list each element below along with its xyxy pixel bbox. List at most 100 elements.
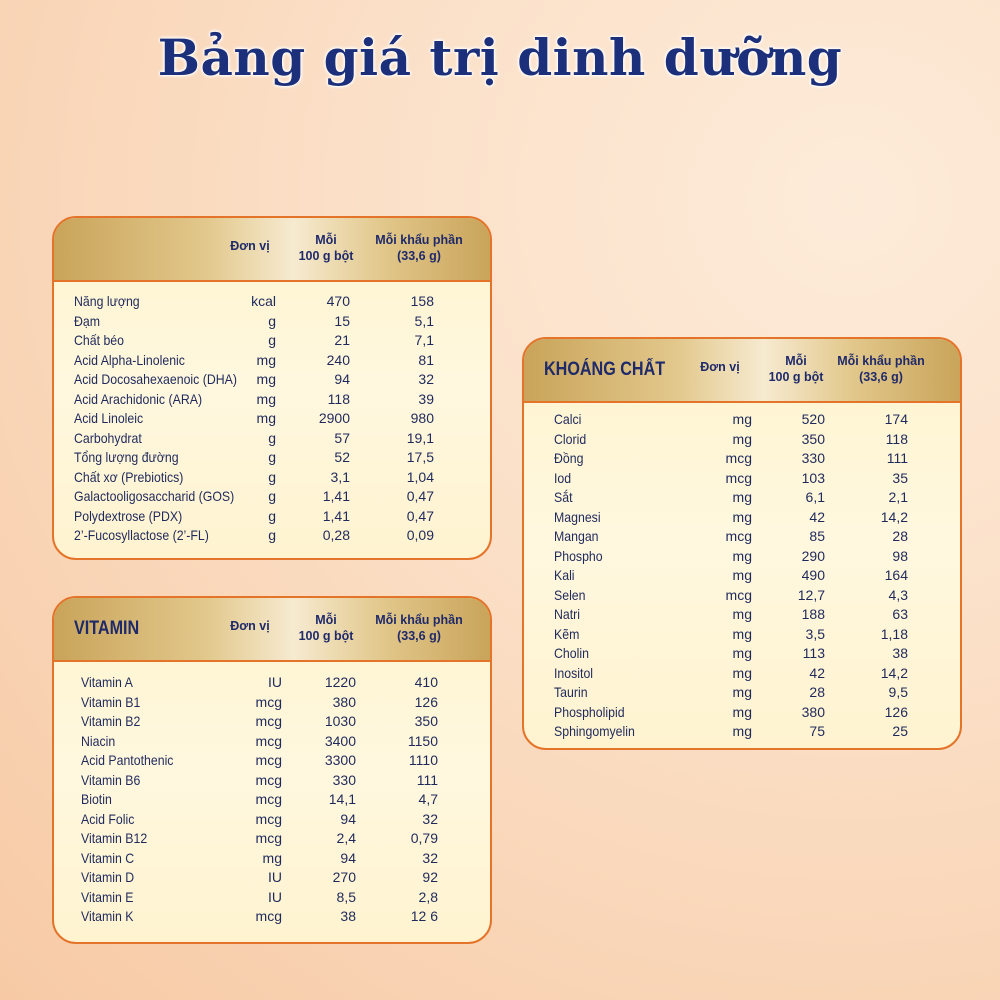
table-row: Inositol mg 42 14,2 (524, 664, 960, 684)
table-row: Acid Docosahexaenoic (DHA) mg 94 32 (54, 370, 490, 390)
nutrient-unit: mg (732, 430, 752, 447)
table-row: Chất béo g 21 7,1 (54, 331, 490, 351)
nutrient-name: Vitamin D (81, 869, 135, 885)
value-per-serving: 350 (414, 713, 438, 729)
nutrient-name: Acid Folic (81, 810, 135, 827)
value-per-serving: 174 (884, 411, 908, 427)
value-per-100g: 290 (801, 547, 825, 564)
value-per-100g: 0,28 (322, 527, 350, 543)
table-row: Natri mg 188 63 (524, 605, 960, 625)
value-per-100g: 1030 (324, 713, 356, 729)
table-row: Acid Pantothenic mcg 3300 1110 (54, 751, 490, 771)
value-per-100g: 380 (332, 693, 356, 710)
header-per-100g: Mỗi 100 g bột (286, 612, 366, 644)
value-per-100g: 94 (334, 371, 350, 387)
table-header: Đơn vị Mỗi 100 g bột Mỗi khẩu phần (33,6 g) (54, 218, 490, 282)
value-per-serving: 0,09 (406, 527, 434, 543)
nutrient-name: Iod (554, 469, 572, 486)
value-per-100g: 28 (809, 684, 825, 700)
table-row: Carbohydrat g 57 19,1 (54, 429, 490, 449)
value-per-serving: 410 (414, 674, 438, 690)
value-per-serving: 4,3 (888, 586, 908, 603)
header-per-100g-line1: Mỗi (315, 613, 337, 627)
nutrient-name: Sắt (554, 489, 573, 505)
table-row: Đạm g 15 5,1 (54, 312, 490, 332)
value-per-serving: 1,18 (880, 625, 908, 642)
table-row: Vitamin B1 mcg 380 126 (54, 693, 490, 713)
nutrient-unit: mg (732, 508, 752, 525)
value-per-100g: 240 (326, 351, 350, 368)
header-unit: Đơn vị (230, 619, 270, 633)
nutrient-name: Polydextrose (PDX) (74, 507, 183, 524)
header-per-100g-line1: Mỗi (315, 233, 337, 247)
nutrient-unit: g (268, 468, 276, 485)
table-row: Calci mg 520 174 (524, 410, 960, 430)
value-per-100g: 380 (801, 703, 825, 720)
nutrient-name: Phospholipid (554, 703, 625, 720)
table-row: Niacin mcg 3400 1150 (54, 732, 490, 752)
nutrient-name: Chất xơ (Prebiotics) (74, 468, 184, 485)
nutrient-name: Acid Alpha-Linolenic (74, 351, 185, 368)
table-row: Vitamin B12 mcg 2,4 0,79 (54, 829, 490, 849)
value-per-serving: 5,1 (414, 312, 434, 329)
nutrient-name: Vitamin B1 (81, 693, 141, 710)
value-per-100g: 3,5 (805, 625, 825, 642)
nutrient-unit: mcg (255, 693, 282, 710)
value-per-100g: 1,41 (322, 507, 350, 524)
nutrient-name: Năng lượng (74, 293, 140, 309)
table-row: Biotin mcg 14,1 4,7 (54, 790, 490, 810)
nutrient-name: Kali (554, 567, 575, 583)
table-row: Vitamin K mcg 38 12 6 (54, 907, 490, 927)
nutrient-name: Chất béo (74, 332, 125, 348)
header-per-100g-line2: 100 g bột (298, 629, 354, 643)
value-per-100g: 113 (802, 645, 825, 661)
nutrient-unit: mcg (255, 908, 282, 924)
minerals-table: KHOÁNG CHẤT Đơn vị Mỗi 100 g bột Mỗi khẩu ph… (522, 337, 962, 750)
value-per-serving: 32 (422, 849, 438, 866)
value-per-100g: 2,4 (336, 830, 356, 846)
header-per-100g: Mỗi 100 g bột (756, 353, 836, 385)
nutrient-unit: mcg (725, 528, 752, 544)
header-per-serving-line1: Mỗi khẩu phần (375, 613, 463, 627)
nutrient-name: Vitamin E (81, 888, 134, 905)
nutrient-name: Magnesi (554, 508, 601, 525)
nutrient-name: Vitamin C (81, 849, 135, 866)
header-per-serving: Mỗi khẩu phần (33,6 g) (364, 612, 474, 644)
nutrient-unit: mg (732, 625, 752, 642)
nutrient-name: Vitamin B12 (81, 830, 148, 846)
value-per-serving: 4,7 (418, 791, 438, 807)
nutrient-unit: mg (256, 410, 276, 426)
table-row: Taurin mg 28 9,5 (524, 683, 960, 703)
table-row: Acid Alpha-Linolenic mg 240 81 (54, 351, 490, 371)
value-per-100g: 103 (801, 469, 825, 486)
section-title: KHOÁNG CHẤT (544, 359, 666, 380)
nutrient-unit: mcg (725, 586, 752, 603)
value-per-100g: 15 (334, 312, 350, 329)
header-per-serving-line1: Mỗi khẩu phần (837, 354, 925, 368)
value-per-serving: 126 (884, 703, 908, 720)
value-per-serving: 1110 (408, 752, 438, 768)
nutrient-name: Phospho (554, 547, 603, 564)
nutrient-unit: g (268, 507, 276, 524)
table-row: Sphingomyelin mg 75 25 (524, 722, 960, 742)
table-row: Cholin mg 113 38 (524, 644, 960, 664)
nutrient-unit: g (268, 527, 276, 543)
table-row: Acid Folic mcg 94 32 (54, 810, 490, 830)
table-row: Galactooligosaccharid (GOS) g 1,41 0,47 (54, 487, 490, 507)
value-per-100g: 94 (340, 849, 356, 866)
value-per-serving: 118 (885, 430, 908, 447)
table-row: Magnesi mg 42 14,2 (524, 508, 960, 528)
table-header: KHOÁNG CHẤT Đơn vị Mỗi 100 g bột Mỗi khẩu ph… (524, 339, 960, 403)
nutrient-name: Carbohydrat (74, 429, 142, 446)
value-per-serving: 63 (892, 606, 908, 622)
nutrient-unit: g (268, 488, 276, 504)
value-per-serving: 2,8 (418, 888, 438, 905)
value-per-100g: 188 (801, 606, 825, 622)
value-per-serving: 164 (884, 567, 908, 583)
value-per-100g: 2900 (318, 410, 350, 426)
value-per-100g: 38 (340, 908, 356, 924)
section-title: VITAMIN (74, 618, 140, 639)
table-header: VITAMIN Đơn vị Mỗi 100 g bột Mỗi khẩu phần (3… (54, 598, 490, 662)
nutrient-unit: g (268, 429, 276, 446)
nutrient-name: Sphingomyelin (554, 723, 635, 739)
